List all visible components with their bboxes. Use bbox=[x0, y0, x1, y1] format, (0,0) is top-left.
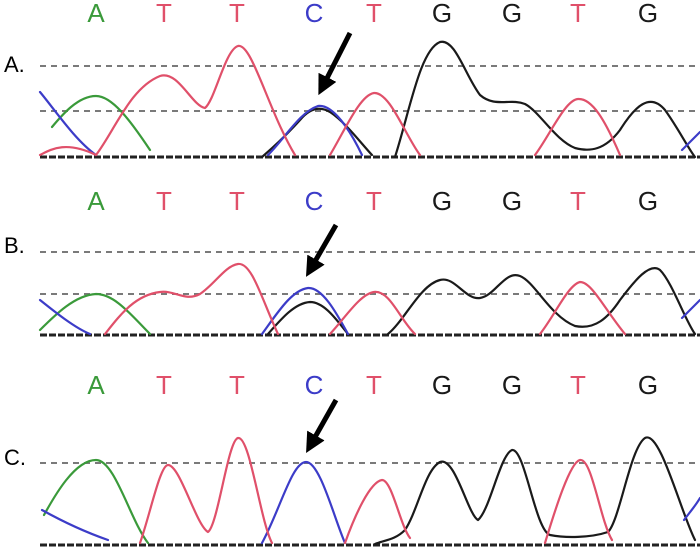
panel-c: C. A T T C T G G T G bbox=[4, 370, 700, 547]
base-row-b: A T T C T G G T G bbox=[87, 186, 658, 216]
base-call: G bbox=[502, 0, 522, 28]
base-call: T bbox=[366, 0, 382, 28]
pointer-arrow-icon bbox=[318, 31, 353, 96]
trace-a bbox=[42, 458, 150, 545]
base-row-c: A T T C T G G T G bbox=[87, 370, 658, 400]
base-call: A bbox=[87, 0, 105, 28]
panel-label-b: B. bbox=[4, 233, 25, 258]
trace-g bbox=[260, 40, 697, 159]
trace-t bbox=[138, 436, 614, 545]
base-call: T bbox=[366, 186, 382, 216]
trace-t bbox=[38, 44, 622, 157]
base-call: G bbox=[638, 0, 658, 28]
base-call: C bbox=[305, 186, 324, 216]
trace-c bbox=[40, 460, 700, 545]
traces-b bbox=[38, 262, 700, 336]
base-call: T bbox=[156, 0, 172, 28]
panel-a: A. A T T C T G G T G bbox=[4, 0, 700, 159]
base-call: G bbox=[638, 370, 658, 400]
base-call: C bbox=[305, 370, 324, 400]
base-call: A bbox=[87, 370, 105, 400]
base-call: C bbox=[305, 0, 324, 28]
base-call: T bbox=[229, 0, 245, 28]
trace-g bbox=[266, 267, 697, 336]
pointer-arrow-icon bbox=[306, 398, 339, 453]
base-call: T bbox=[366, 370, 382, 400]
traces-a bbox=[38, 40, 700, 159]
base-call: G bbox=[432, 0, 452, 28]
panel-label-c: C. bbox=[4, 445, 26, 470]
base-call: G bbox=[502, 186, 522, 216]
base-call: T bbox=[229, 370, 245, 400]
pointer-arrow-icon bbox=[305, 223, 339, 277]
base-call: A bbox=[87, 186, 105, 216]
base-call: T bbox=[156, 370, 172, 400]
base-call: G bbox=[432, 186, 452, 216]
traces-c bbox=[40, 436, 700, 546]
base-call: G bbox=[502, 370, 522, 400]
panel-b: B. A T T C T G G T G bbox=[4, 186, 700, 337]
trace-a bbox=[38, 292, 152, 336]
base-call: T bbox=[570, 0, 586, 28]
trace-a bbox=[50, 94, 152, 152]
base-call: T bbox=[229, 186, 245, 216]
trace-c bbox=[38, 90, 700, 157]
trace-g bbox=[373, 436, 697, 546]
panel-label-a: A. bbox=[4, 52, 25, 77]
base-call: T bbox=[570, 370, 586, 400]
base-row-a: A T T C T G G T G bbox=[87, 0, 658, 28]
trace-t bbox=[103, 262, 627, 336]
base-call: T bbox=[156, 186, 172, 216]
base-call: G bbox=[432, 370, 452, 400]
base-call: G bbox=[638, 186, 658, 216]
trace-c bbox=[38, 286, 700, 336]
base-call: T bbox=[570, 186, 586, 216]
